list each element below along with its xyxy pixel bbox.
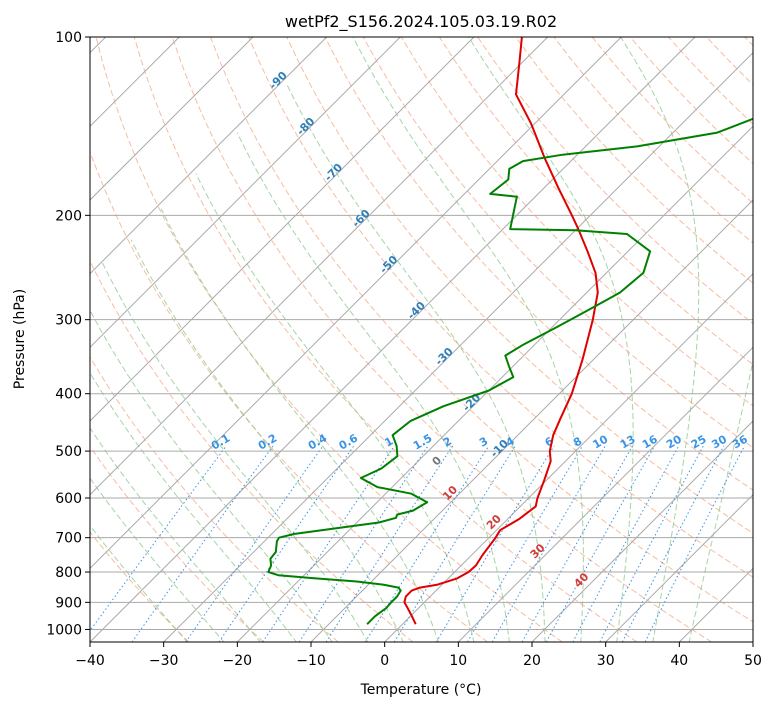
y-tick-label: 500 [55,444,82,460]
moist-adiabat-line [90,477,225,642]
isotherm-line [457,346,753,642]
mixing-ratio-line [393,445,516,642]
dry-adiabat-line [515,37,753,284]
isotherm-line [90,37,549,496]
isotherm-line [163,51,753,642]
x-tick-label: −20 [223,653,253,669]
y-tick-label: 700 [55,531,82,547]
y-tick-label: 400 [55,387,82,403]
moist-adiabat-line [90,371,297,642]
mixing-ratio-line [545,445,656,642]
mixing-ratio-line [621,445,725,642]
moist-adiabat-line [90,427,261,642]
dry-adiabat-line [210,37,753,623]
background-lines [90,37,753,642]
dry-adiabat-line [248,37,753,578]
y-tick-label: 100 [55,30,82,46]
isotherm-line [90,37,328,275]
mixing-ratio-line [131,445,274,642]
y-axis-title: Pressure (hPa) [12,289,28,389]
mixing-ratio-line [262,445,395,642]
y-tick-label: 600 [55,491,82,507]
mixing-ratio-line [521,445,633,642]
x-tick-label: 50 [744,653,762,669]
isotherm-line [531,420,753,642]
dry-adiabat-line [133,37,638,642]
x-tick-label: 30 [597,653,615,669]
isotherm-line [90,37,475,422]
mixing-ratio-line [467,445,584,642]
moist-adiabat-line [90,524,188,642]
x-tick-label: −10 [296,653,326,669]
isotherm-line [605,493,753,642]
x-tick-label: −30 [149,653,179,669]
mixing-ratio-line [325,445,454,642]
moist-adiabat-line [236,132,510,642]
y-tick-label: 300 [55,313,82,329]
mixing-ratio-line [218,445,355,642]
dewpoint-profile-line [267,117,753,625]
moist-adiabat-line [620,37,700,642]
isotherm-line [310,199,753,642]
moist-adiabat-line [160,208,440,642]
x-tick-label: 40 [670,653,688,669]
y-tick-label: 900 [55,595,82,611]
x-tick-label: 20 [523,653,541,669]
isotherm-line [236,125,753,642]
mixing-ratio-line [644,445,746,642]
isotherm-line [90,37,696,642]
moist-adiabat-line [90,309,333,642]
mixing-ratio-line [435,445,555,642]
dry-adiabat-line [95,37,563,642]
moist-adiabat-line [468,37,634,642]
x-tick-label: 10 [449,653,467,669]
x-tick-label: 0 [380,653,389,669]
mixing-ratio-line [185,445,324,642]
moist-adiabat-line [101,262,369,642]
dry-adiabat-line [438,37,753,366]
x-axis-title: Temperature (°C) [360,682,482,698]
isotherm-line [752,641,753,642]
y-tick-label: 800 [55,565,82,581]
isotherm-line [90,37,622,570]
y-tick-label: 1000 [46,622,82,638]
dry-adiabat-line [90,445,264,642]
dry-adiabat-line [90,356,339,642]
isotherm-line [384,272,753,642]
isotherm-line [90,37,254,201]
axes: −40 −30 −20 −10 0 10 20 30 40 50 100 200 300 400 500 60… [46,30,762,669]
dry-adiabat-line [90,150,488,642]
temperature-profile-line [403,37,599,625]
plot-frame [89,36,754,643]
moist-adiabat-line [130,239,404,642]
moist-adiabat-line [195,173,475,642]
x-tick-label: −40 [75,653,105,669]
chart-title: wetPf2_S156.2024.105.03.19.R02 [285,12,557,32]
isotherm-line [90,37,401,349]
profile-lines [267,37,753,625]
plot-background [90,37,753,642]
dry-adiabat-line [400,37,753,407]
dry-adiabat-line [90,531,190,642]
mixing-ratio-line [364,445,490,642]
y-tick-label: 200 [55,208,82,224]
